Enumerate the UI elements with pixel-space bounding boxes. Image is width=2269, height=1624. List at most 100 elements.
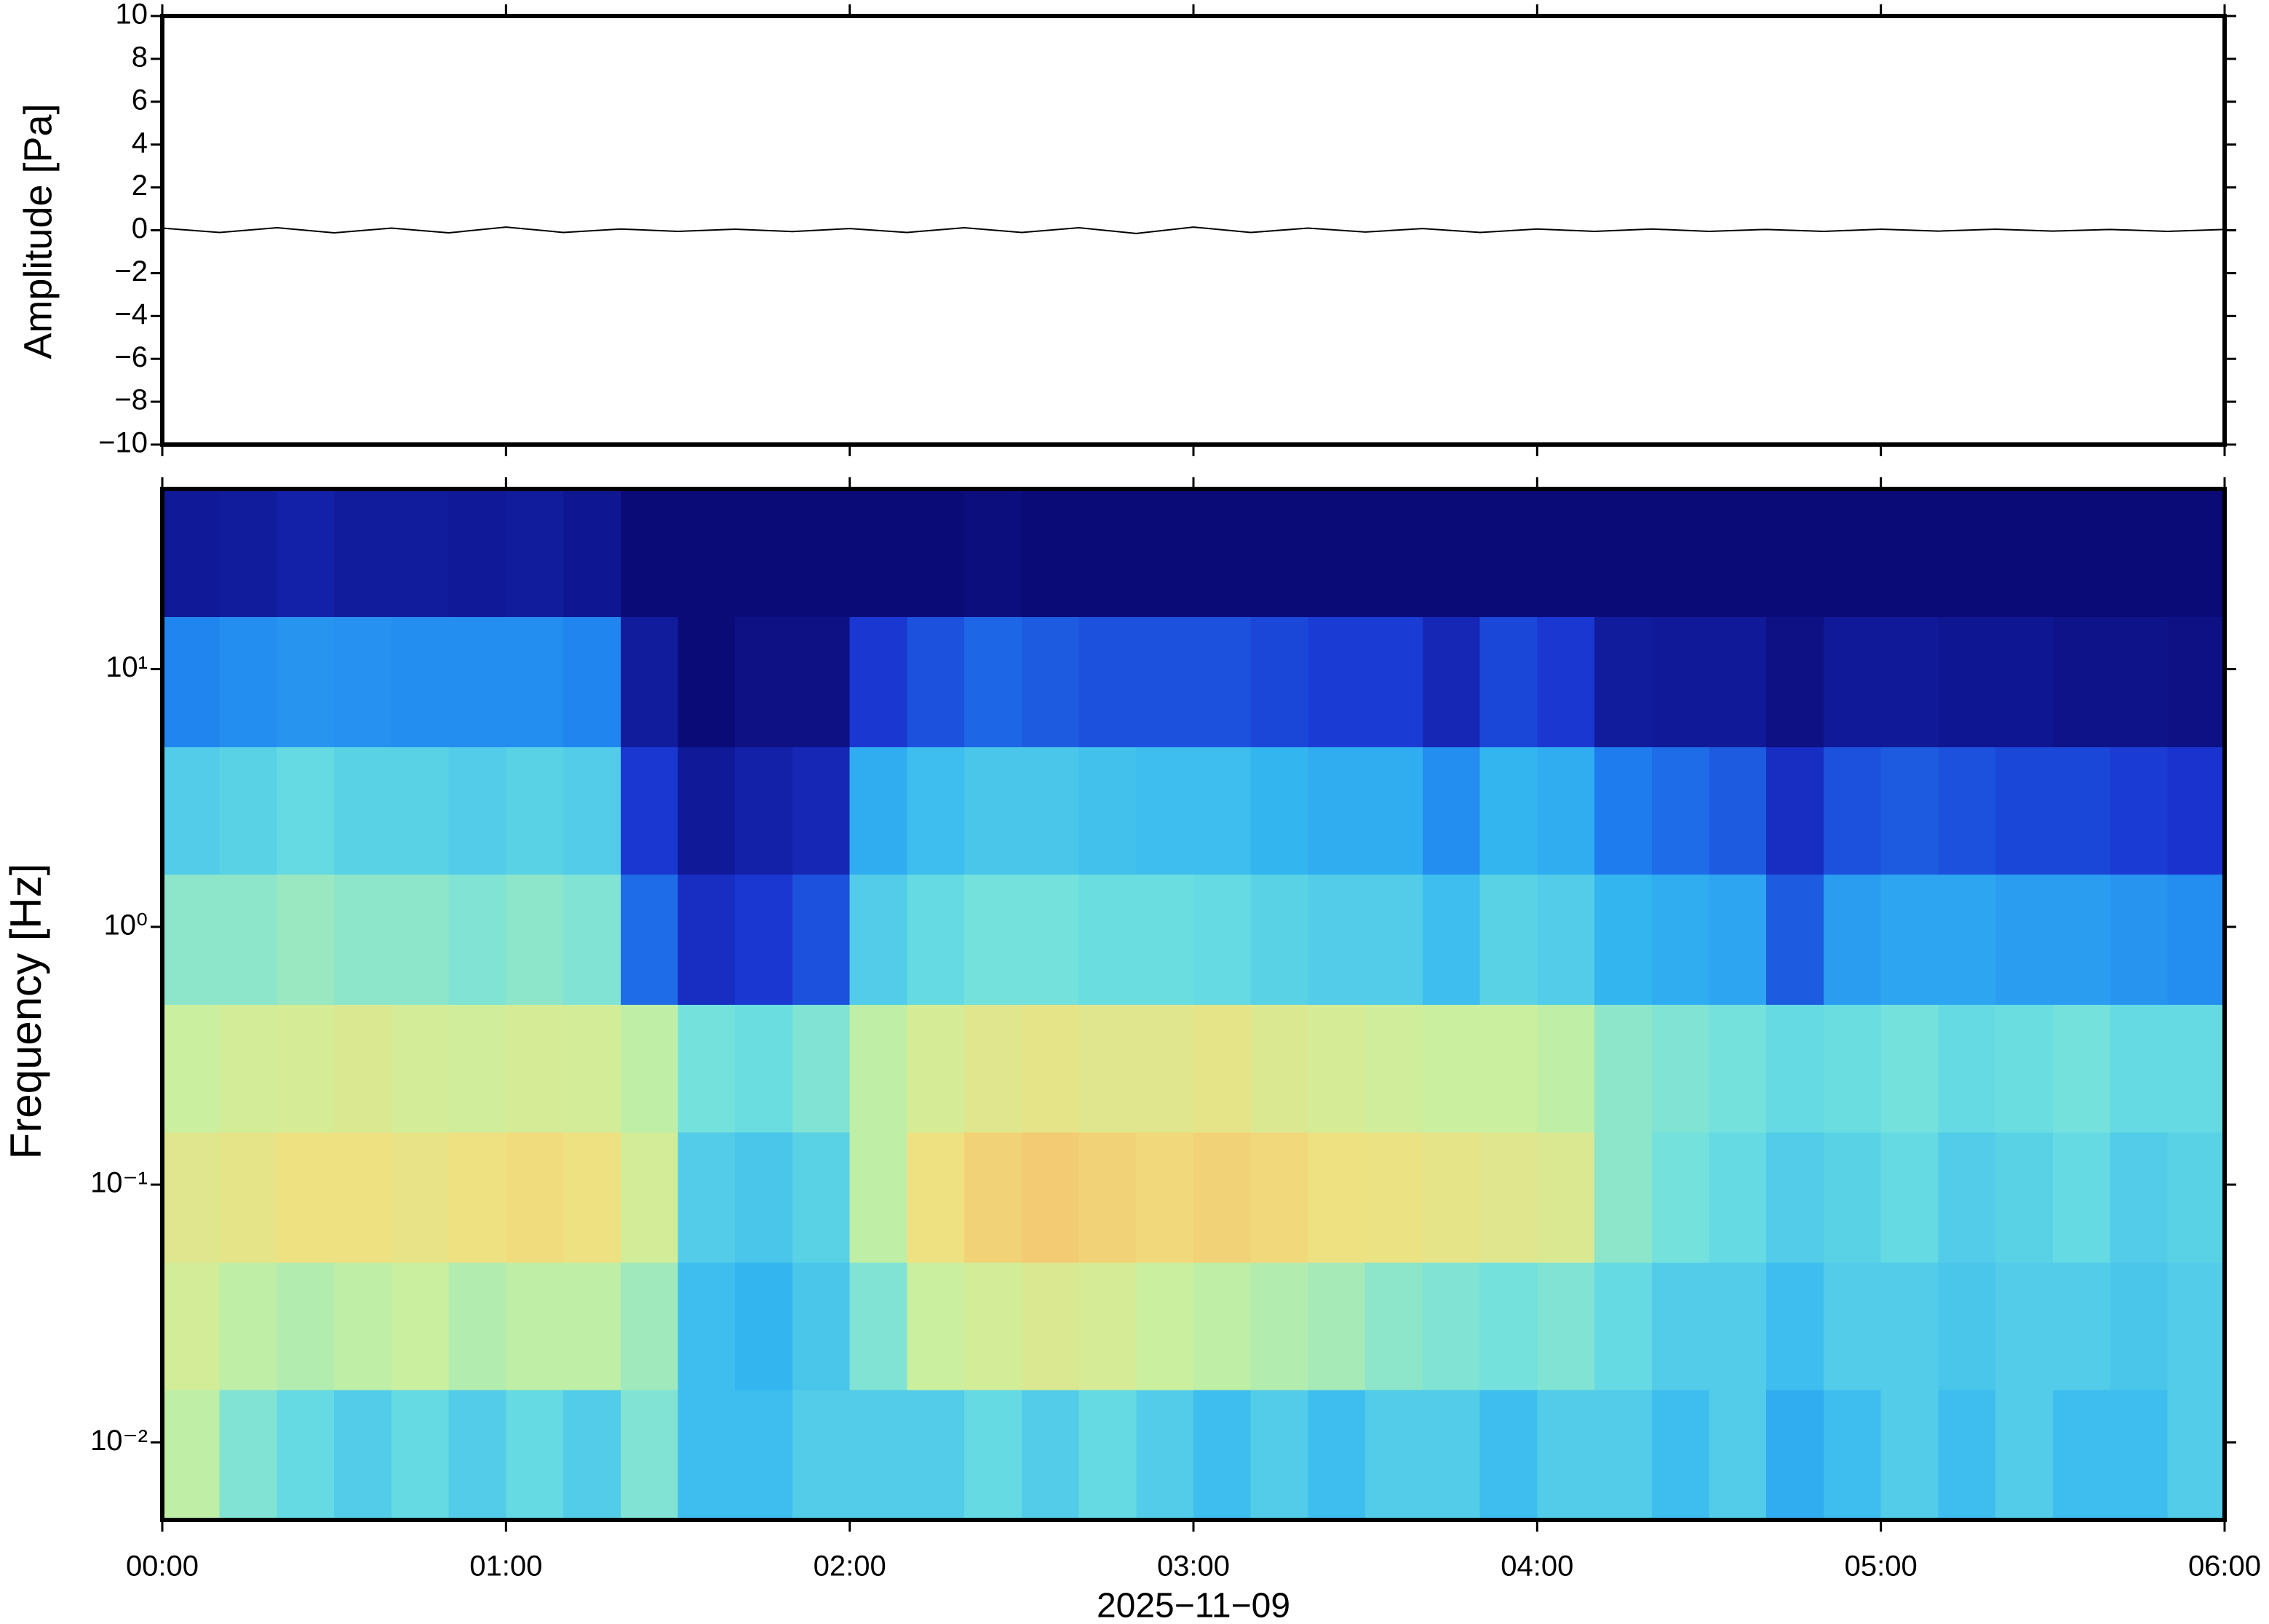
heatmap-cell — [2167, 489, 2225, 617]
heatmap-cell — [620, 747, 678, 875]
heatmap-cell — [735, 489, 793, 617]
heatmap-cell — [1880, 747, 1939, 875]
heatmap-cell — [391, 616, 450, 747]
heatmap-cell — [1995, 747, 2054, 875]
heatmap-cell — [1078, 1131, 1137, 1263]
heatmap-cell — [620, 489, 678, 617]
heatmap-cell — [2052, 1390, 2111, 1521]
heatmap-cell — [334, 1131, 392, 1263]
heatmap-cell — [506, 874, 564, 1005]
heatmap-cell — [620, 1004, 678, 1133]
heatmap-cell — [907, 616, 965, 747]
heatmap-cell — [677, 1262, 736, 1390]
heatmap-cell — [792, 1390, 851, 1521]
heatmap-cell — [277, 1262, 335, 1390]
heatmap-cell — [277, 747, 335, 875]
heatmap-cell — [448, 874, 506, 1005]
heatmap-cell — [1880, 616, 1939, 747]
heatmap-cell — [1365, 616, 1423, 747]
heatmap-cell — [334, 1390, 392, 1521]
heatmap-cell — [277, 874, 335, 1005]
heatmap-cell — [563, 489, 621, 617]
heatmap-cell — [162, 874, 220, 1005]
heatmap-cell — [1537, 489, 1595, 617]
x-tick-label: 03:00 — [1157, 1551, 1230, 1583]
heatmap-cell — [1250, 874, 1308, 1005]
heatmap-cell — [1880, 489, 1939, 617]
heatmap-cell — [1136, 1390, 1194, 1521]
heatmap-cell — [1594, 616, 1653, 747]
heatmap-cell — [677, 1131, 736, 1263]
heatmap-cell — [1250, 489, 1308, 617]
heatmap-cell — [391, 1004, 450, 1133]
heatmap-cell — [677, 874, 736, 1005]
heatmap-cell — [677, 747, 736, 875]
heatmap-cell — [1766, 1390, 1824, 1521]
heatmap-cell — [563, 1262, 621, 1390]
heatmap-cell — [792, 1262, 851, 1390]
heatmap-cell — [1422, 1262, 1481, 1390]
y-tick-label: −8 — [114, 384, 148, 416]
y-tick-label: 10¹ — [106, 651, 148, 683]
heatmap-cell — [448, 489, 506, 617]
heatmap-cell — [391, 1131, 450, 1263]
heatmap-cell — [1479, 1390, 1538, 1521]
heatmap-cell — [1308, 874, 1366, 1005]
x-tick-label: 06:00 — [2188, 1551, 2261, 1583]
heatmap-cell — [1250, 1390, 1308, 1521]
heatmap-cell — [1823, 747, 1882, 875]
heatmap-cell — [1479, 489, 1538, 617]
heatmap-cell — [1823, 1004, 1882, 1133]
heatmap-cell — [1308, 747, 1366, 875]
heatmap-cell — [907, 1131, 965, 1263]
heatmap-cell — [1136, 1004, 1194, 1133]
heatmap-cell — [1422, 1004, 1481, 1133]
heatmap-cell — [448, 1262, 506, 1390]
heatmap-cell — [964, 489, 1022, 617]
heatmap-cell — [620, 1131, 678, 1263]
heatmap-cell — [1766, 747, 1824, 875]
heatmap-cell — [907, 489, 965, 617]
heatmap-cell — [964, 1004, 1022, 1133]
heatmap-cell — [1365, 747, 1423, 875]
heatmap-cell — [1078, 1390, 1137, 1521]
heatmap-cell — [1823, 874, 1882, 1005]
heatmap-cell — [1422, 747, 1481, 875]
heatmap-cell — [219, 1004, 277, 1133]
heatmap-cell — [1365, 1262, 1423, 1390]
heatmap-cell — [2052, 1262, 2111, 1390]
heatmap-cell — [334, 1262, 392, 1390]
heatmap-cell — [964, 874, 1022, 1005]
heatmap-cell — [219, 874, 277, 1005]
heatmap-cell — [907, 1390, 965, 1521]
heatmap-cell — [391, 1390, 450, 1521]
heatmap-cell — [792, 489, 851, 617]
heatmap-cell — [1938, 1131, 1996, 1263]
heatmap-cell — [2167, 616, 2225, 747]
heatmap-cell — [1250, 1004, 1308, 1133]
heatmap-cell — [735, 874, 793, 1005]
heatmap-cell — [391, 747, 450, 875]
heatmap-cell — [1766, 616, 1824, 747]
y-tick-label: 10 — [116, 0, 148, 31]
heatmap-cell — [219, 747, 277, 875]
heatmap-cell — [563, 616, 621, 747]
heatmap-cell — [2110, 874, 2168, 1005]
heatmap-cell — [1823, 1390, 1882, 1521]
heatmap-cell — [792, 874, 851, 1005]
heatmap-cell — [2167, 1131, 2225, 1263]
heatmap-cell — [1308, 1131, 1366, 1263]
y-tick-label: 6 — [132, 84, 148, 116]
heatmap-cell — [792, 1131, 851, 1263]
heatmap-cell — [1365, 489, 1423, 617]
heatmap-cell — [1537, 1262, 1595, 1390]
y-tick-label: −6 — [114, 341, 148, 373]
heatmap-cell — [1938, 874, 1996, 1005]
heatmap-cell — [1766, 874, 1824, 1005]
y-tick-label: 0 — [132, 212, 148, 244]
heatmap-cell — [1136, 1262, 1194, 1390]
heatmap-cell — [1422, 1390, 1481, 1521]
heatmap-cell — [1766, 1131, 1824, 1263]
heatmap-cell — [2167, 1390, 2225, 1521]
heatmap-cell — [334, 1004, 392, 1133]
